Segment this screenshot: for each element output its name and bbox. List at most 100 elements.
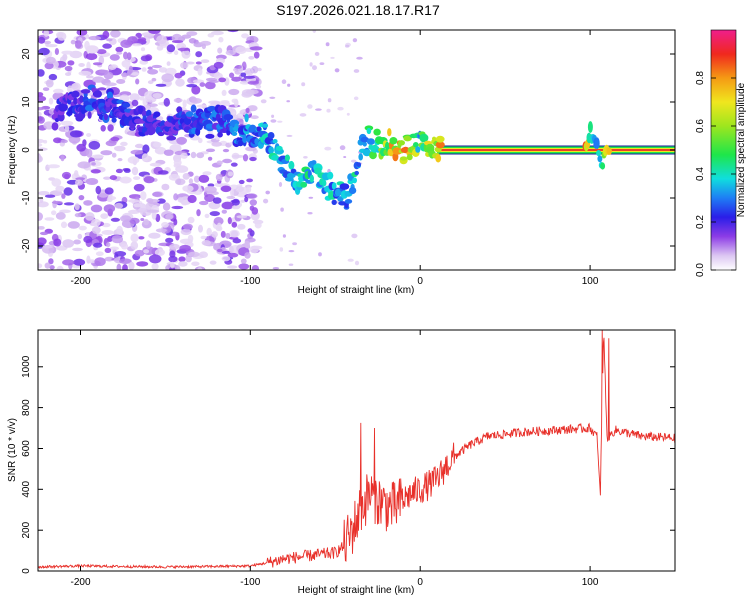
noise-blob xyxy=(215,173,223,182)
ridge-blob xyxy=(331,199,337,205)
noise-blob xyxy=(140,55,152,62)
noise-blob xyxy=(216,160,223,166)
noise-blob xyxy=(168,243,180,250)
noise-blob xyxy=(236,215,248,219)
ridge-blob xyxy=(331,182,337,190)
noise-blob xyxy=(166,61,171,66)
ridge-blob xyxy=(217,131,223,138)
noise-blob xyxy=(38,263,43,269)
noise-blob xyxy=(176,136,188,145)
noise-blob xyxy=(43,30,49,37)
x-tick-label: -100 xyxy=(240,276,260,287)
noise-blob xyxy=(181,201,188,206)
noise-blob xyxy=(230,162,238,167)
ridge-blob xyxy=(103,113,108,121)
noise-blob xyxy=(130,72,140,76)
ridge-blob xyxy=(284,154,290,162)
noise-blob xyxy=(173,159,182,167)
noise-blob xyxy=(74,170,79,177)
ridge-blob xyxy=(600,162,606,170)
noise-blob xyxy=(69,130,83,138)
ridge-blob xyxy=(339,183,350,190)
noise-blob xyxy=(97,87,107,91)
noise-blob xyxy=(213,61,224,69)
noise-blob xyxy=(221,255,231,262)
noise-blob xyxy=(39,231,49,236)
noise-blob xyxy=(120,141,128,147)
noise-blob xyxy=(239,80,250,85)
y-tick-label: 400 xyxy=(21,481,32,498)
noise-blob xyxy=(102,43,112,49)
noise-blob xyxy=(238,119,244,126)
noise-blob xyxy=(131,43,142,47)
noise-blob xyxy=(312,65,317,71)
noise-blob xyxy=(272,267,280,270)
noise-blob xyxy=(225,49,236,56)
noise-blob xyxy=(343,156,347,158)
noise-blob xyxy=(254,221,262,229)
noise-blob xyxy=(61,193,66,199)
noise-blob xyxy=(231,76,242,82)
noise-blob xyxy=(257,67,262,72)
noise-blob xyxy=(177,47,191,52)
noise-blob xyxy=(110,136,120,142)
ridge-blob xyxy=(435,154,442,163)
noise-blob xyxy=(245,146,257,152)
noise-blob xyxy=(241,33,249,39)
noise-blob xyxy=(74,40,82,49)
noise-blob xyxy=(77,233,83,240)
noise-blob xyxy=(288,263,294,266)
noise-blob xyxy=(327,98,332,103)
ridge-blob xyxy=(403,135,412,142)
noise-blob xyxy=(63,187,73,196)
y-tick-label: -20 xyxy=(21,238,32,253)
noise-blob xyxy=(211,231,218,238)
noise-blob xyxy=(247,105,258,112)
noise-blob xyxy=(324,146,332,151)
noise-blob xyxy=(140,47,146,52)
chart-title: S197.2026.021.18.17.R17 xyxy=(276,2,440,18)
noise-blob xyxy=(142,98,148,106)
noise-blob xyxy=(51,178,62,187)
noise-blob xyxy=(148,254,162,264)
x-tick-label: 0 xyxy=(417,577,423,588)
noise-blob xyxy=(191,85,201,95)
noise-blob xyxy=(182,99,187,108)
noise-blob xyxy=(351,233,358,239)
noise-blob xyxy=(154,146,167,155)
noise-blob xyxy=(122,264,128,270)
snr-series xyxy=(38,330,675,570)
noise-blob xyxy=(146,209,160,213)
ridge-blob xyxy=(392,152,399,162)
noise-blob xyxy=(182,223,193,230)
noise-blob xyxy=(90,169,101,174)
noise-blob xyxy=(308,196,314,199)
noise-blob xyxy=(318,252,322,257)
noise-blob xyxy=(111,152,117,158)
ridge-blob xyxy=(288,160,295,170)
y-tick-label: 200 xyxy=(21,521,32,538)
ridge-blob xyxy=(205,133,215,139)
noise-blob xyxy=(174,72,183,79)
noise-blob xyxy=(188,178,193,185)
spectrogram-y-label: Frequency (Hz) xyxy=(7,116,18,185)
noise-blob xyxy=(240,199,246,203)
noise-blob xyxy=(315,108,322,111)
noise-blob xyxy=(209,80,220,83)
noise-blob xyxy=(231,98,238,104)
noise-blob xyxy=(191,261,200,267)
noise-blob xyxy=(57,32,67,41)
noise-blob xyxy=(73,239,81,245)
noise-blob xyxy=(90,204,103,213)
noise-blob xyxy=(278,182,283,187)
noise-blob xyxy=(130,233,139,243)
noise-blob xyxy=(38,107,45,111)
noise-blob xyxy=(152,191,163,197)
noise-blob xyxy=(248,56,255,60)
noise-blob xyxy=(218,77,227,83)
ridge-blob xyxy=(157,131,165,137)
noise-blob xyxy=(185,254,192,263)
noise-blob xyxy=(307,212,313,215)
noise-blob xyxy=(56,265,64,270)
noise-blob xyxy=(161,221,169,228)
